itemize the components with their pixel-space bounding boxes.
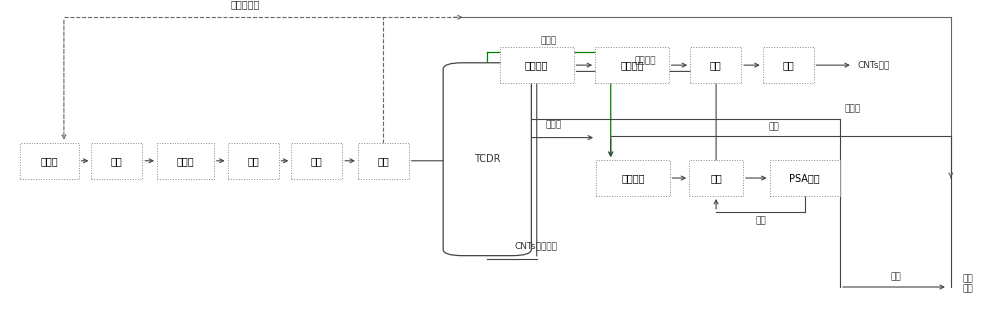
Text: 补充燃料气: 补充燃料气 <box>231 0 260 10</box>
Text: TCDR: TCDR <box>474 154 501 164</box>
Text: 解吸气: 解吸气 <box>845 104 861 113</box>
Text: CNTs固体产物: CNTs固体产物 <box>515 242 558 251</box>
Text: 溶剂清洗: 溶剂清洗 <box>620 60 644 70</box>
Text: 过滤: 过滤 <box>710 173 722 183</box>
FancyBboxPatch shape <box>763 47 814 83</box>
FancyBboxPatch shape <box>358 143 409 179</box>
Text: 氮气: 氮气 <box>768 123 779 132</box>
Text: 干燥: 干燥 <box>710 60 721 70</box>
Text: 吹扫尾气: 吹扫尾气 <box>634 57 656 66</box>
FancyBboxPatch shape <box>157 143 214 179</box>
Text: 压缩: 压缩 <box>311 156 323 166</box>
FancyBboxPatch shape <box>91 143 142 179</box>
Text: 氢气: 氢气 <box>890 272 901 281</box>
FancyBboxPatch shape <box>500 47 574 83</box>
Text: PSA提氢: PSA提氢 <box>789 173 820 183</box>
Text: CNTs产品: CNTs产品 <box>858 60 890 70</box>
Text: 焙烧: 焙烧 <box>782 60 794 70</box>
FancyBboxPatch shape <box>596 160 670 196</box>
Text: 天然气: 天然气 <box>40 156 58 166</box>
Text: 富氢气: 富氢气 <box>546 121 562 130</box>
Text: 加热: 加热 <box>378 156 389 166</box>
FancyBboxPatch shape <box>595 47 669 83</box>
FancyBboxPatch shape <box>770 160 840 196</box>
Text: 脱高烃: 脱高烃 <box>177 156 194 166</box>
Text: 脱水: 脱水 <box>247 156 259 166</box>
Text: 吹扫气: 吹扫气 <box>541 36 557 45</box>
Text: 氮气: 氮气 <box>755 216 766 226</box>
FancyBboxPatch shape <box>690 47 741 83</box>
FancyBboxPatch shape <box>228 143 279 179</box>
FancyBboxPatch shape <box>689 160 743 196</box>
FancyBboxPatch shape <box>20 143 79 179</box>
Text: 换热冷却: 换热冷却 <box>621 173 645 183</box>
FancyBboxPatch shape <box>443 63 531 256</box>
Text: 氢气
产品: 氢气 产品 <box>963 274 973 293</box>
Text: 脱硫: 脱硫 <box>111 156 123 166</box>
FancyBboxPatch shape <box>291 143 342 179</box>
Text: 换热冷却: 换热冷却 <box>525 60 548 70</box>
